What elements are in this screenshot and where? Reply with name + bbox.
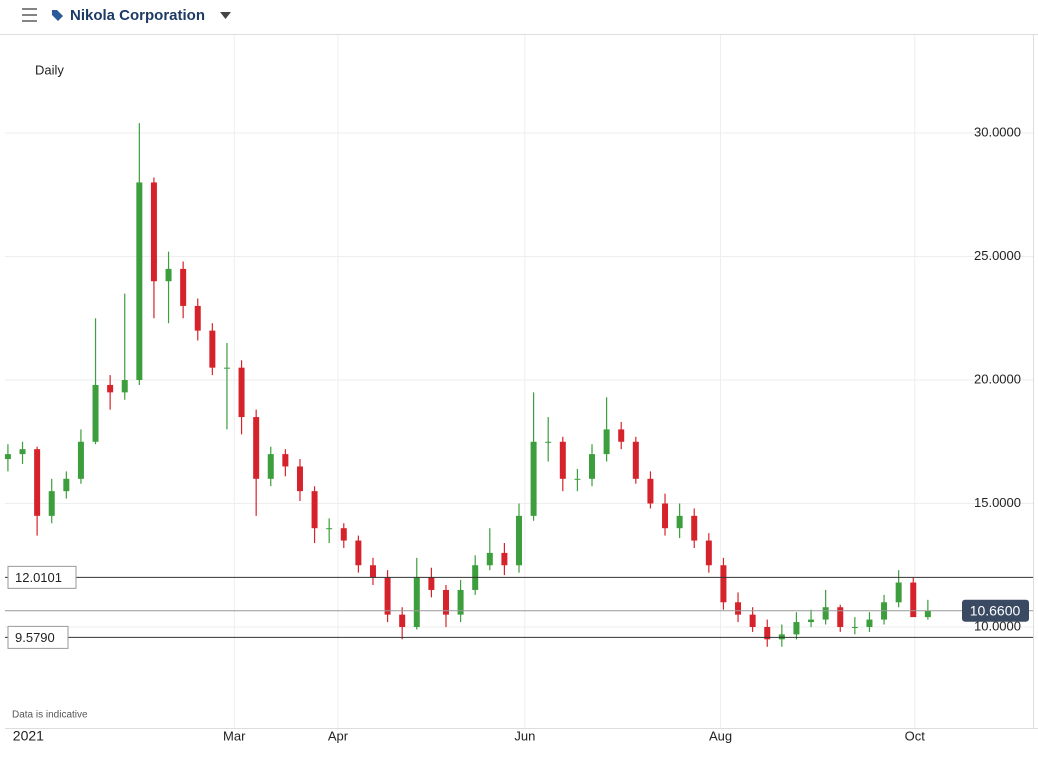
candle-body [369, 565, 376, 578]
price-label: 9.5790 [15, 630, 55, 645]
overlays: 12.0101 9.5790 10.6600 [5, 565, 1033, 649]
x-tick-label: Aug [709, 728, 732, 743]
dropdown-arrow[interactable] [220, 12, 231, 19]
candle-body [808, 619, 815, 623]
candle-body [355, 540, 362, 566]
candle-body [194, 305, 201, 331]
candle-body [223, 367, 230, 369]
candle-body [851, 626, 858, 628]
price-label: 12.0101 [15, 570, 62, 585]
price-label: 10.6600 [970, 602, 1021, 618]
candle-body [735, 602, 742, 615]
candle-body [574, 478, 581, 480]
candle-body [136, 182, 143, 381]
candle-body [340, 528, 347, 541]
candle-body [457, 589, 464, 615]
candle-body [311, 491, 318, 529]
candle-body [442, 589, 449, 615]
tag-icon [52, 10, 63, 21]
y-tick-label: 30.0000 [974, 124, 1021, 139]
interval-label: Daily [35, 62, 64, 77]
candle-body [413, 577, 420, 627]
candle-body [209, 330, 216, 368]
y-tick-label: 10.0000 [974, 618, 1021, 633]
x-tick-label: 2021 [13, 728, 44, 744]
candle-body [910, 582, 917, 618]
candle-body [662, 503, 669, 529]
candle-body [924, 610, 931, 618]
candle-body [778, 634, 785, 640]
y-tick-label: 25.0000 [974, 248, 1021, 263]
instrument-title[interactable]: Nikola Corporation [70, 7, 205, 24]
x-tick-label: Jun [514, 728, 535, 743]
candle-body [749, 614, 756, 627]
x-tick-label: Apr [328, 728, 349, 743]
candle-body [238, 367, 245, 418]
candle-body [384, 577, 391, 615]
x-tick-label: Oct [905, 728, 926, 743]
candle-body [282, 454, 289, 467]
y-tick-label: 15.0000 [974, 495, 1021, 510]
candle-body [559, 441, 566, 479]
candle-body [589, 454, 596, 479]
candle-body [34, 449, 41, 516]
plot [4, 123, 931, 647]
candle-body [516, 515, 522, 566]
candle-body [895, 582, 902, 603]
candle-body [837, 607, 844, 627]
candle-body [647, 478, 654, 504]
candle-body [501, 552, 508, 566]
y-tick-label: 20.0000 [974, 371, 1021, 386]
menu-icon[interactable] [22, 8, 37, 22]
candle-body [19, 449, 26, 455]
candle-body [793, 622, 800, 635]
price-label-box [7, 565, 77, 589]
candle-body [866, 619, 873, 627]
x-tick-label: Mar [223, 728, 246, 743]
candle-body [545, 441, 552, 443]
candle-body [530, 441, 537, 516]
candle-body [92, 384, 99, 442]
candle-body [822, 607, 829, 620]
price-label-box [962, 599, 1029, 622]
candle-body [486, 552, 493, 566]
candle-body [720, 565, 727, 603]
candle-body [107, 384, 114, 393]
candle-body [77, 441, 84, 479]
candle-body [267, 454, 274, 479]
candle-body [399, 614, 406, 627]
price-label-box [7, 625, 69, 649]
candle-body [705, 540, 712, 566]
candle-body [63, 478, 70, 492]
candle-body [150, 182, 157, 282]
candle-body [48, 491, 55, 516]
candle-body [676, 515, 683, 529]
candle-body [691, 515, 698, 541]
candle-body [296, 466, 303, 492]
data-note: Data is indicative [12, 710, 88, 721]
candle-body [4, 454, 11, 460]
candle-body [180, 268, 187, 306]
candle-body [326, 528, 333, 530]
candle-body [253, 417, 260, 479]
candle-body [428, 577, 435, 590]
candle-body [121, 380, 128, 393]
candle-body [764, 626, 771, 640]
candle-body [603, 429, 610, 455]
candle-body [618, 429, 625, 442]
candle-body [632, 441, 639, 479]
candle-body [165, 268, 172, 282]
